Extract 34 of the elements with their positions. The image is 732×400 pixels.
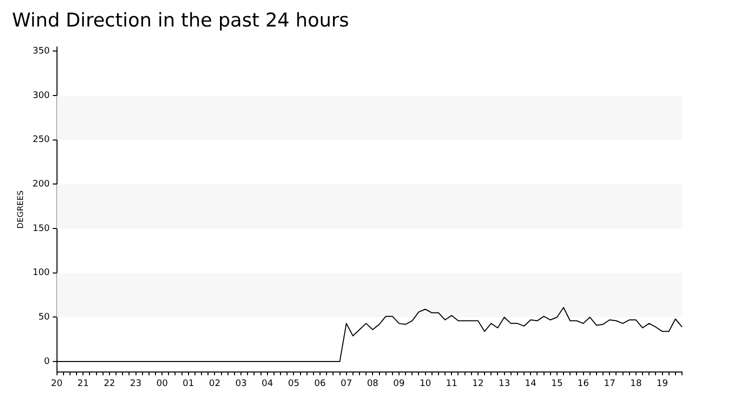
y-tick-label: 200 — [32, 180, 50, 190]
x-tick-label: 07 — [340, 378, 352, 389]
x-tick-label: 11 — [446, 378, 458, 389]
x-tick-label: 23 — [130, 378, 142, 389]
x-tick-label: 21 — [77, 378, 89, 389]
x-tick-label: 05 — [288, 378, 300, 389]
x-tick-label: 04 — [262, 378, 274, 389]
x-tick-label: 13 — [498, 378, 510, 389]
x-tick-label: 18 — [630, 378, 642, 389]
x-tick-label: 16 — [578, 378, 590, 389]
y-tick-label: 0 — [44, 356, 50, 367]
x-tick-label: 00 — [156, 378, 168, 389]
x-tick-label: 14 — [524, 378, 537, 389]
y-tick-label: 50 — [38, 312, 50, 323]
y-axis-title: DEGREES — [16, 190, 25, 229]
x-tick-label: 10 — [420, 378, 432, 389]
x-tick-label: 17 — [604, 378, 616, 389]
y-tick-label: 150 — [32, 224, 50, 234]
x-tick-label: 02 — [209, 378, 220, 389]
x-tick-label: 08 — [366, 378, 379, 389]
y-tick-label: 100 — [32, 268, 50, 278]
y-tick-label: 250 — [32, 135, 50, 146]
x-tick-label: 22 — [104, 378, 116, 389]
y-tick-label: 300 — [32, 90, 50, 101]
x-tick-label: 09 — [393, 378, 406, 389]
x-tick-label: 19 — [656, 378, 668, 389]
x-tick-label: 03 — [235, 378, 247, 389]
chart-title: Wind Direction in the past 24 hours — [12, 9, 349, 32]
x-tick-label: 20 — [51, 378, 63, 389]
x-tick-label: 06 — [314, 378, 326, 389]
x-tick-label: 12 — [472, 378, 484, 389]
y-tick-label: 350 — [32, 46, 50, 57]
x-tick-label: 15 — [551, 378, 563, 389]
x-tick-label: 01 — [182, 378, 194, 389]
